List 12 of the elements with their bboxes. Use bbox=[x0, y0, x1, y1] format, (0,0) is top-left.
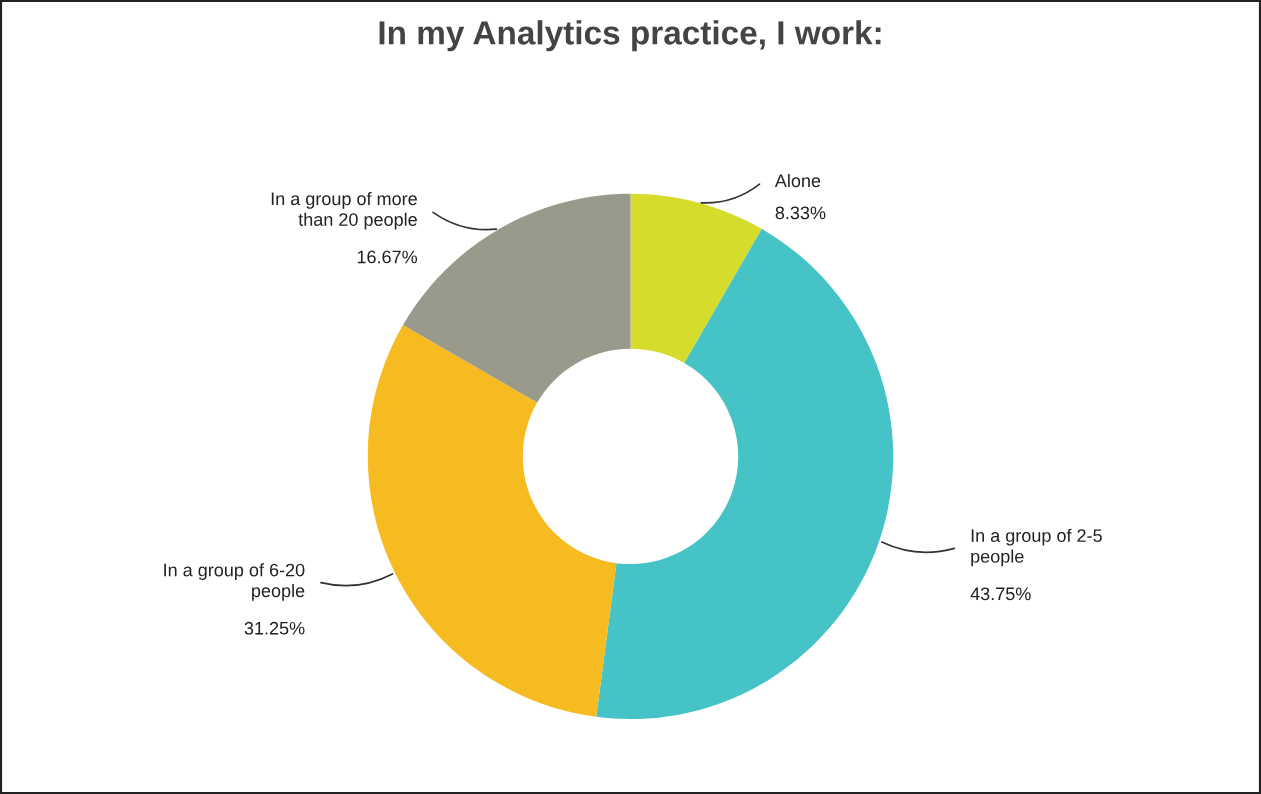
slice-label: In a group of 2-5 people bbox=[971, 528, 1102, 567]
donut-slice bbox=[596, 228, 894, 720]
slice-label: In a group of 6-20 people bbox=[164, 563, 305, 601]
slice-label: Alone bbox=[774, 173, 821, 188]
chart-title: In my Analytics practice, I work: bbox=[379, 20, 881, 52]
data-label: 43.75% bbox=[970, 587, 1031, 601]
donut-slice bbox=[367, 325, 617, 717]
donut-slice bbox=[630, 193, 762, 364]
slice-label: In a group of more than 20 people bbox=[271, 191, 417, 230]
data-label: 31.25% bbox=[244, 621, 305, 635]
data-label: 8.33% bbox=[775, 206, 826, 220]
data-label: 16.67% bbox=[357, 250, 418, 264]
